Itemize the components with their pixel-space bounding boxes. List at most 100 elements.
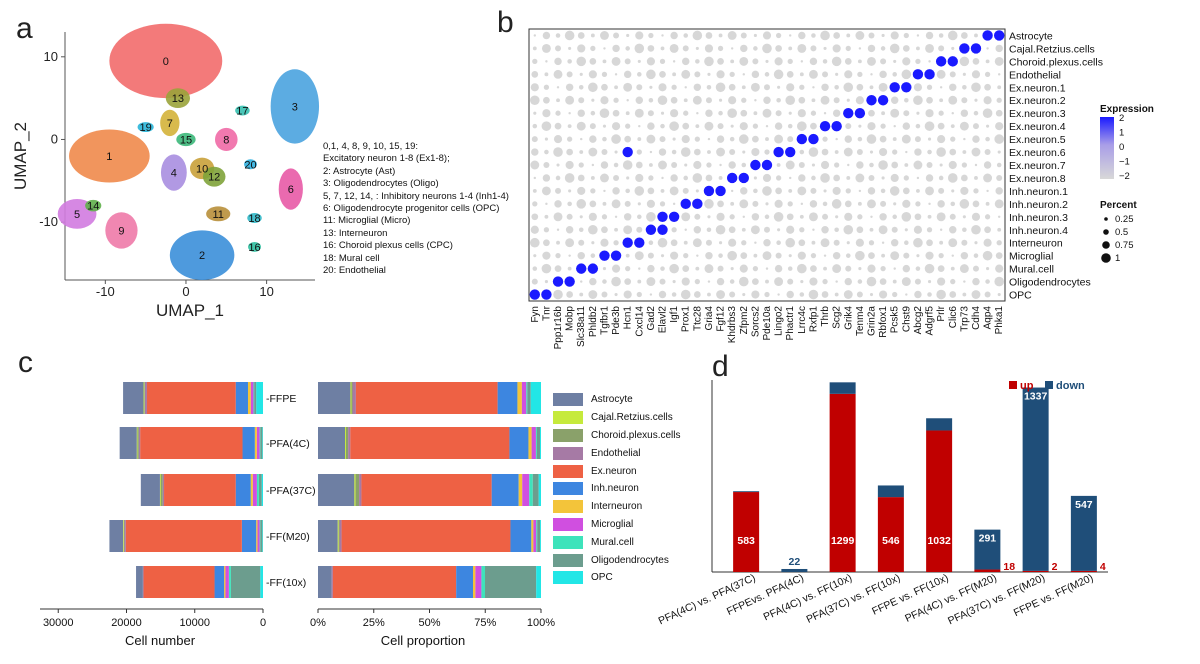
dot xyxy=(857,59,862,64)
dot xyxy=(670,174,678,182)
dot xyxy=(658,148,667,156)
legend-swatch xyxy=(553,428,583,442)
dot-marker xyxy=(959,43,970,54)
dot xyxy=(904,97,909,103)
dot xyxy=(692,95,702,105)
dot xyxy=(963,137,966,141)
dot xyxy=(870,215,873,219)
dot xyxy=(762,251,772,261)
dot xyxy=(646,199,655,208)
dot xyxy=(751,213,760,221)
dot xyxy=(740,252,748,260)
dot xyxy=(857,214,863,220)
dot xyxy=(893,59,897,63)
deg-down-label: 547 xyxy=(1075,499,1093,511)
dot xyxy=(774,264,783,273)
dot xyxy=(742,73,745,76)
dotplot-gene-label: Tnr xyxy=(541,305,552,321)
dot xyxy=(669,263,679,274)
dot xyxy=(983,96,992,105)
dot xyxy=(985,136,990,142)
dot xyxy=(938,110,944,116)
dot xyxy=(727,31,737,40)
dot xyxy=(856,291,863,298)
dot xyxy=(971,290,981,299)
dot xyxy=(741,162,747,168)
proportion-segment xyxy=(481,566,486,598)
dot xyxy=(879,135,887,143)
dot xyxy=(555,175,561,181)
dot xyxy=(996,162,1002,168)
count-segment xyxy=(224,566,226,598)
dot xyxy=(797,43,807,53)
dot xyxy=(786,213,794,221)
dot xyxy=(661,176,664,180)
dot xyxy=(881,241,885,244)
dot xyxy=(611,56,621,66)
dot xyxy=(660,266,665,271)
dot xyxy=(532,266,538,271)
dot xyxy=(682,57,690,66)
dot xyxy=(812,86,815,89)
dot xyxy=(787,123,793,129)
dot xyxy=(530,95,540,106)
dot xyxy=(927,214,932,219)
dot xyxy=(857,201,862,206)
dot xyxy=(938,253,944,259)
count-segment xyxy=(230,566,261,598)
proportion-segment xyxy=(475,566,482,598)
dot xyxy=(613,162,619,168)
dot xyxy=(856,83,864,91)
dot xyxy=(799,227,805,233)
dot xyxy=(751,290,760,299)
dot xyxy=(845,253,851,258)
dot xyxy=(994,134,1004,144)
dot xyxy=(752,200,759,207)
dot xyxy=(705,32,713,39)
dotplot-gene-label: Khdrbs3 xyxy=(727,306,738,344)
dot xyxy=(579,215,583,219)
dot xyxy=(727,250,737,261)
proportion-segment xyxy=(341,520,511,552)
dot xyxy=(787,278,794,285)
dot xyxy=(634,186,645,196)
percent-legend-dot xyxy=(1101,253,1111,263)
dot xyxy=(775,45,782,52)
dot-marker xyxy=(993,30,1005,41)
dot xyxy=(866,276,877,287)
dot xyxy=(962,72,966,76)
umap-legend-line: 18: Mural cell xyxy=(323,252,380,264)
dot xyxy=(832,251,841,260)
deg-down-label: 85 xyxy=(885,472,897,484)
dot-marker xyxy=(610,250,622,261)
dot xyxy=(612,44,620,53)
dot xyxy=(649,293,653,296)
dot xyxy=(694,136,700,142)
dot xyxy=(963,280,966,283)
dot xyxy=(704,264,714,274)
dot xyxy=(961,174,968,182)
deg-legend-down-swatch xyxy=(1045,381,1053,389)
dot xyxy=(728,161,736,169)
deg-down-label: 1337 xyxy=(1024,391,1048,403)
deg-down-bar xyxy=(781,568,808,572)
dot xyxy=(773,69,784,80)
dotplot-gene-label: Fgf12 xyxy=(716,306,727,332)
dot xyxy=(985,201,990,206)
dotplot-gene-label: Phldb2 xyxy=(588,306,599,338)
umap-legend-line: 0,1, 4, 8, 9, 10, 15, 19: xyxy=(323,141,419,152)
dot xyxy=(892,149,898,155)
celltype-legend-item: Astrocyte xyxy=(553,391,681,409)
umap-y-label: UMAP_2 xyxy=(11,122,30,190)
dot-marker xyxy=(587,263,599,274)
dot xyxy=(936,212,946,222)
dot-marker xyxy=(831,120,842,132)
legend-label: Interneuron xyxy=(591,501,643,513)
dot xyxy=(868,240,875,246)
dot xyxy=(925,251,934,260)
dot xyxy=(867,199,876,209)
dot xyxy=(576,56,587,67)
dot xyxy=(590,45,596,52)
dot xyxy=(541,121,552,131)
dot xyxy=(997,292,1001,297)
